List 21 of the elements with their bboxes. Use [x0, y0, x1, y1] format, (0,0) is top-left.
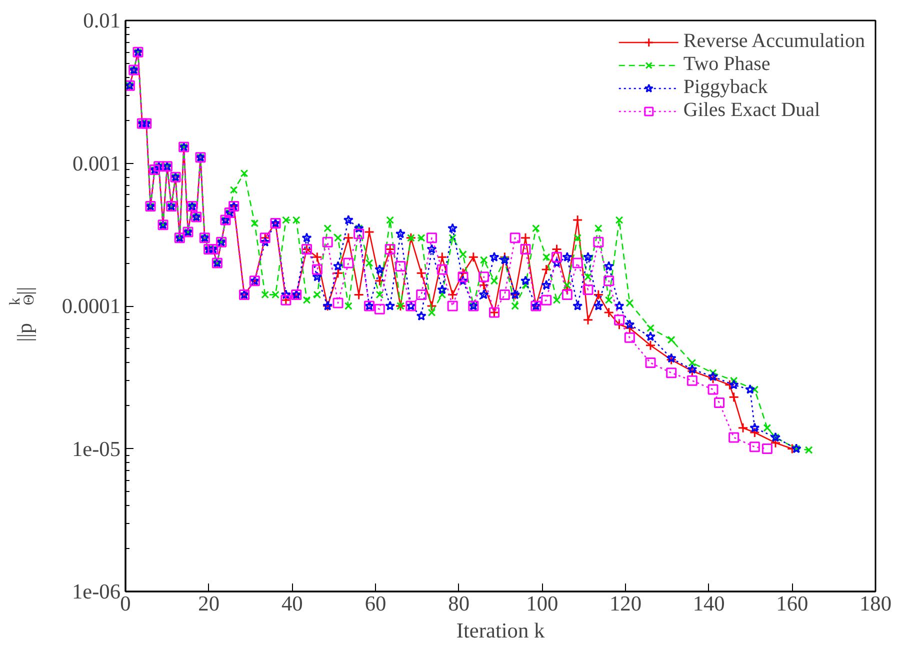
x-tick-label: 120: [610, 592, 642, 616]
legend-label: Reverse Accumulation: [683, 30, 865, 53]
legend-label: Piggyback: [683, 76, 768, 99]
y-tick-label: 0.001: [72, 151, 121, 176]
legend-label: Two Phase: [683, 53, 770, 76]
y-tick-label: 1e-05: [72, 436, 120, 461]
x-tick-label: 40: [282, 592, 303, 616]
y-tick-label: 1e-06: [72, 580, 121, 604]
x-axis-title: Iteration k: [456, 618, 545, 642]
y-axis-title: ||pkΘ||: [8, 286, 38, 342]
x-tick-label: 20: [198, 592, 220, 616]
x-tick-label: 140: [692, 592, 725, 616]
x-tick-label: 0: [120, 592, 131, 616]
y-tick-label: 0.01: [83, 8, 121, 32]
x-tick-label: 180: [860, 592, 892, 616]
x-tick-label: 80: [448, 592, 470, 616]
legend-label: Giles Exact Dual: [683, 99, 820, 122]
x-tick-label: 100: [526, 592, 558, 616]
x-tick-label: 160: [776, 592, 808, 616]
x-tick-label: 60: [364, 592, 386, 616]
y-tick-label: 0.0001: [62, 294, 121, 318]
